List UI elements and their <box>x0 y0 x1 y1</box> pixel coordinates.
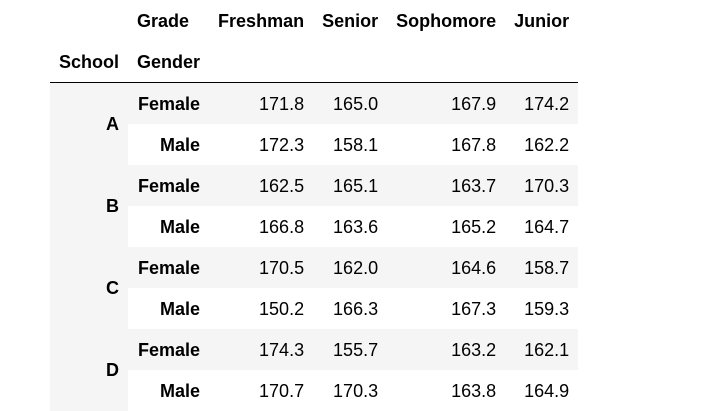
value-cell: 164.7 <box>505 206 578 247</box>
value-cell: 167.8 <box>387 124 505 165</box>
gender-label: Male <box>128 288 209 329</box>
table-body: A Female 171.8 165.0 167.9 174.2 Male 17… <box>50 83 578 411</box>
value-cell: 166.8 <box>209 206 313 247</box>
school-label: A <box>50 83 128 166</box>
column-index-name: Grade <box>128 0 209 41</box>
gender-label: Female <box>128 83 209 125</box>
value-cell: 162.0 <box>313 247 387 288</box>
gender-label: Female <box>128 165 209 206</box>
value-cell: 167.3 <box>387 288 505 329</box>
value-cell: 155.7 <box>313 329 387 370</box>
gender-label: Male <box>128 206 209 247</box>
header-blank-cell <box>387 41 505 83</box>
table-row: Male 150.2 166.3 167.3 159.3 <box>50 288 578 329</box>
column-header-senior: Senior <box>313 0 387 41</box>
value-cell: 174.3 <box>209 329 313 370</box>
value-cell: 150.2 <box>209 288 313 329</box>
value-cell: 165.0 <box>313 83 387 125</box>
value-cell: 162.1 <box>505 329 578 370</box>
row-index-name-gender: Gender <box>128 41 209 83</box>
column-header-junior: Junior <box>505 0 578 41</box>
value-cell: 163.2 <box>387 329 505 370</box>
header-blank-cell <box>505 41 578 83</box>
row-index-name-school: School <box>50 41 128 83</box>
index-name-row: School Gender <box>50 41 578 83</box>
value-cell: 163.7 <box>387 165 505 206</box>
table-row: A Female 171.8 165.0 167.9 174.2 <box>50 83 578 125</box>
header-blank-cell <box>50 0 128 41</box>
table-row: Male 172.3 158.1 167.8 162.2 <box>50 124 578 165</box>
table-row: Male 170.7 170.3 163.8 164.9 <box>50 370 578 411</box>
school-label: B <box>50 165 128 247</box>
header-blank-cell <box>209 41 313 83</box>
value-cell: 167.9 <box>387 83 505 125</box>
value-cell: 164.6 <box>387 247 505 288</box>
value-cell: 165.2 <box>387 206 505 247</box>
value-cell: 162.2 <box>505 124 578 165</box>
table-row: C Female 170.5 162.0 164.6 158.7 <box>50 247 578 288</box>
value-cell: 171.8 <box>209 83 313 125</box>
value-cell: 164.9 <box>505 370 578 411</box>
gender-label: Male <box>128 370 209 411</box>
table-row: B Female 162.5 165.1 163.7 170.3 <box>50 165 578 206</box>
header-blank-cell <box>313 41 387 83</box>
column-header-freshman: Freshman <box>209 0 313 41</box>
value-cell: 163.6 <box>313 206 387 247</box>
value-cell: 165.1 <box>313 165 387 206</box>
value-cell: 170.7 <box>209 370 313 411</box>
column-header-sophomore: Sophomore <box>387 0 505 41</box>
value-cell: 162.5 <box>209 165 313 206</box>
gender-label: Female <box>128 247 209 288</box>
value-cell: 174.2 <box>505 83 578 125</box>
column-header-row: Grade Freshman Senior Sophomore Junior <box>50 0 578 41</box>
value-cell: 170.3 <box>505 165 578 206</box>
value-cell: 166.3 <box>313 288 387 329</box>
value-cell: 159.3 <box>505 288 578 329</box>
table-header: Grade Freshman Senior Sophomore Junior S… <box>50 0 578 83</box>
value-cell: 170.3 <box>313 370 387 411</box>
gender-label: Female <box>128 329 209 370</box>
table-row: Male 166.8 163.6 165.2 164.7 <box>50 206 578 247</box>
gender-label: Male <box>128 124 209 165</box>
table-row: D Female 174.3 155.7 163.2 162.1 <box>50 329 578 370</box>
value-cell: 170.5 <box>209 247 313 288</box>
dataframe-table: Grade Freshman Senior Sophomore Junior S… <box>50 0 578 411</box>
school-label: D <box>50 329 128 411</box>
value-cell: 172.3 <box>209 124 313 165</box>
value-cell: 158.1 <box>313 124 387 165</box>
value-cell: 158.7 <box>505 247 578 288</box>
school-label: C <box>50 247 128 329</box>
value-cell: 163.8 <box>387 370 505 411</box>
